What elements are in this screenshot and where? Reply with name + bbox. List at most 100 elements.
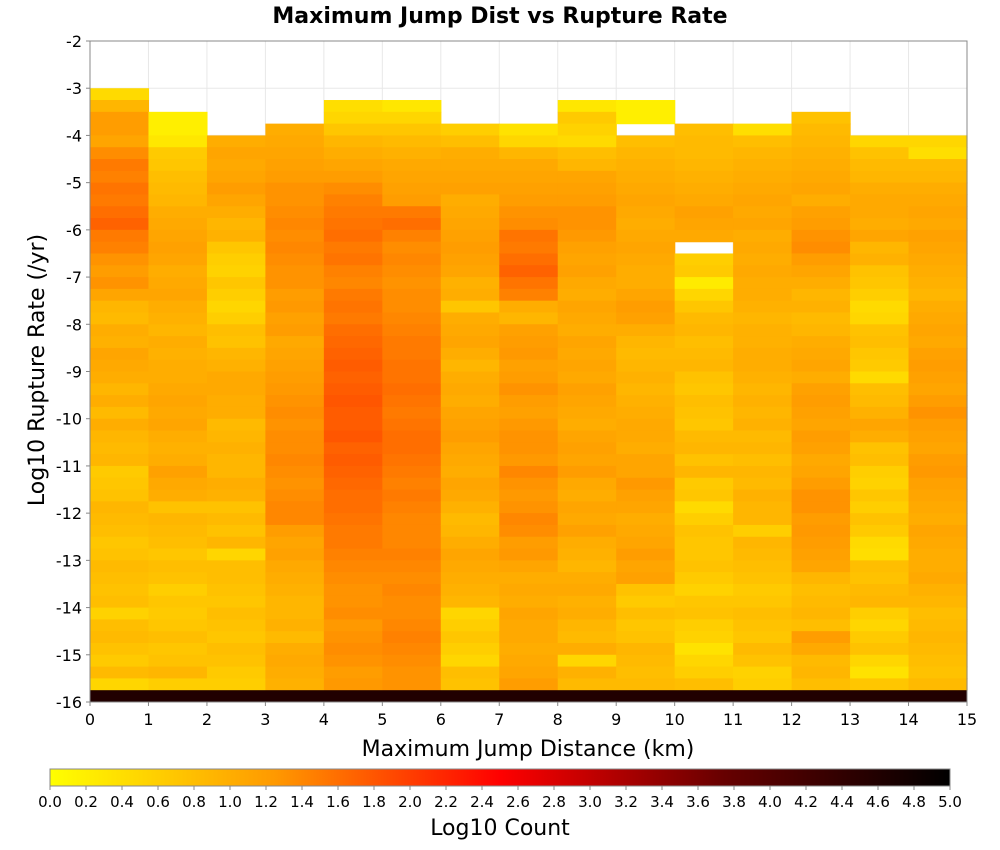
heatmap-cell <box>850 170 910 184</box>
heatmap-cell <box>733 336 793 349</box>
heatmap-cell <box>206 206 266 219</box>
heatmap-cell <box>323 524 383 538</box>
heatmap-cell <box>674 583 734 597</box>
heatmap-cell <box>908 536 968 550</box>
heatmap-cell <box>323 595 383 609</box>
heatmap-cell <box>265 595 325 609</box>
heatmap-cell <box>440 241 500 255</box>
heatmap-cell <box>908 666 968 679</box>
colorbar-tick-label: 2.0 <box>398 793 422 811</box>
heatmap-cell <box>733 123 793 137</box>
heatmap-cell <box>557 642 617 656</box>
heatmap-cell <box>850 347 910 361</box>
heatmap-cell <box>791 218 851 231</box>
heatmap-cell <box>206 524 266 538</box>
heatmap-cell <box>206 324 266 337</box>
heatmap-cell <box>206 229 266 243</box>
heatmap-cell <box>499 135 559 148</box>
heatmap-cell <box>850 194 910 207</box>
heatmap-cell <box>90 654 150 668</box>
heatmap-cell <box>265 619 325 632</box>
heatmap-cell <box>557 607 617 620</box>
heatmap-cell <box>382 383 442 396</box>
heatmap-cell <box>557 418 617 432</box>
heatmap-cell <box>382 277 442 290</box>
heatmap-cell <box>499 654 559 668</box>
heatmap-cell <box>616 642 676 656</box>
heatmap-cell <box>499 595 559 609</box>
heatmap-cell <box>616 147 676 160</box>
heatmap-cell <box>440 583 500 597</box>
heatmap-cell <box>674 442 734 455</box>
heatmap-cell <box>148 300 208 314</box>
heatmap-cell <box>850 336 910 349</box>
heatmap-cell <box>791 513 851 526</box>
heatmap-cell <box>323 347 383 361</box>
heatmap-cell <box>908 383 968 396</box>
heatmap-cell <box>850 678 910 691</box>
heatmap-cell <box>90 324 150 337</box>
heatmap-cell <box>265 583 325 597</box>
x-tick-label: 1 <box>143 710 153 729</box>
heatmap-cell <box>499 642 559 656</box>
heatmap-cell <box>674 631 734 644</box>
heatmap-cell <box>206 288 266 302</box>
heatmap-cell <box>616 430 676 443</box>
heatmap-cell <box>90 678 150 691</box>
heatmap-cell <box>499 371 559 384</box>
heatmap-cell <box>90 595 150 609</box>
heatmap-cell <box>148 454 208 467</box>
heatmap-cell <box>850 501 910 514</box>
colorbar-tick-label: 2.4 <box>470 793 494 811</box>
heatmap-cell <box>557 560 617 573</box>
heatmap-cell <box>265 465 325 479</box>
heatmap-cell <box>557 513 617 526</box>
heatmap-cell <box>791 418 851 432</box>
heatmap-cell <box>90 277 150 290</box>
colorbar-tick-label: 1.6 <box>326 793 350 811</box>
heatmap-cell <box>382 229 442 243</box>
y-tick-label: -11 <box>56 457 82 476</box>
heatmap-cell <box>674 194 734 207</box>
heatmap-cell <box>206 430 266 443</box>
heatmap-cell <box>90 383 150 396</box>
heatmap-cell <box>850 182 910 196</box>
heatmap-cell <box>499 277 559 290</box>
heatmap-cell <box>148 572 208 585</box>
heatmap-cell <box>733 666 793 679</box>
heatmap-cell <box>733 442 793 455</box>
heatmap-cell <box>791 442 851 455</box>
heatmap-cell <box>440 288 500 302</box>
heatmap-cell <box>791 371 851 384</box>
heatmap-cell <box>674 548 734 561</box>
heatmap-cell <box>148 265 208 278</box>
colorbar-tick-label: 3.8 <box>722 793 746 811</box>
heatmap-cell <box>148 489 208 502</box>
colorbar-tick-label: 5.0 <box>938 793 962 811</box>
heatmap-cell <box>557 501 617 514</box>
heatmap-cell <box>90 229 150 243</box>
heatmap-cell <box>382 395 442 408</box>
heatmap-cell <box>850 395 910 408</box>
heatmap-cell <box>382 123 442 137</box>
x-tick-label: 3 <box>260 710 270 729</box>
heatmap-cell <box>499 583 559 597</box>
heatmap-cell <box>616 159 676 172</box>
heatmap-cell <box>148 253 208 266</box>
heatmap-cell <box>616 253 676 266</box>
heatmap-cell <box>323 678 383 691</box>
heatmap-cell <box>206 218 266 231</box>
heatmap-cell <box>791 572 851 585</box>
heatmap-cell <box>265 572 325 585</box>
heatmap-cell <box>674 654 734 668</box>
heatmap-cell <box>382 206 442 219</box>
heatmap-cell <box>265 147 325 160</box>
heatmap-cell <box>733 194 793 207</box>
heatmap-cell <box>323 666 383 679</box>
heatmap-cell <box>440 135 500 148</box>
heatmap-cell <box>791 135 851 148</box>
heatmap-cell <box>908 465 968 479</box>
heatmap-cell <box>791 406 851 420</box>
heatmap-cell <box>791 548 851 561</box>
heatmap-cell <box>850 359 910 373</box>
